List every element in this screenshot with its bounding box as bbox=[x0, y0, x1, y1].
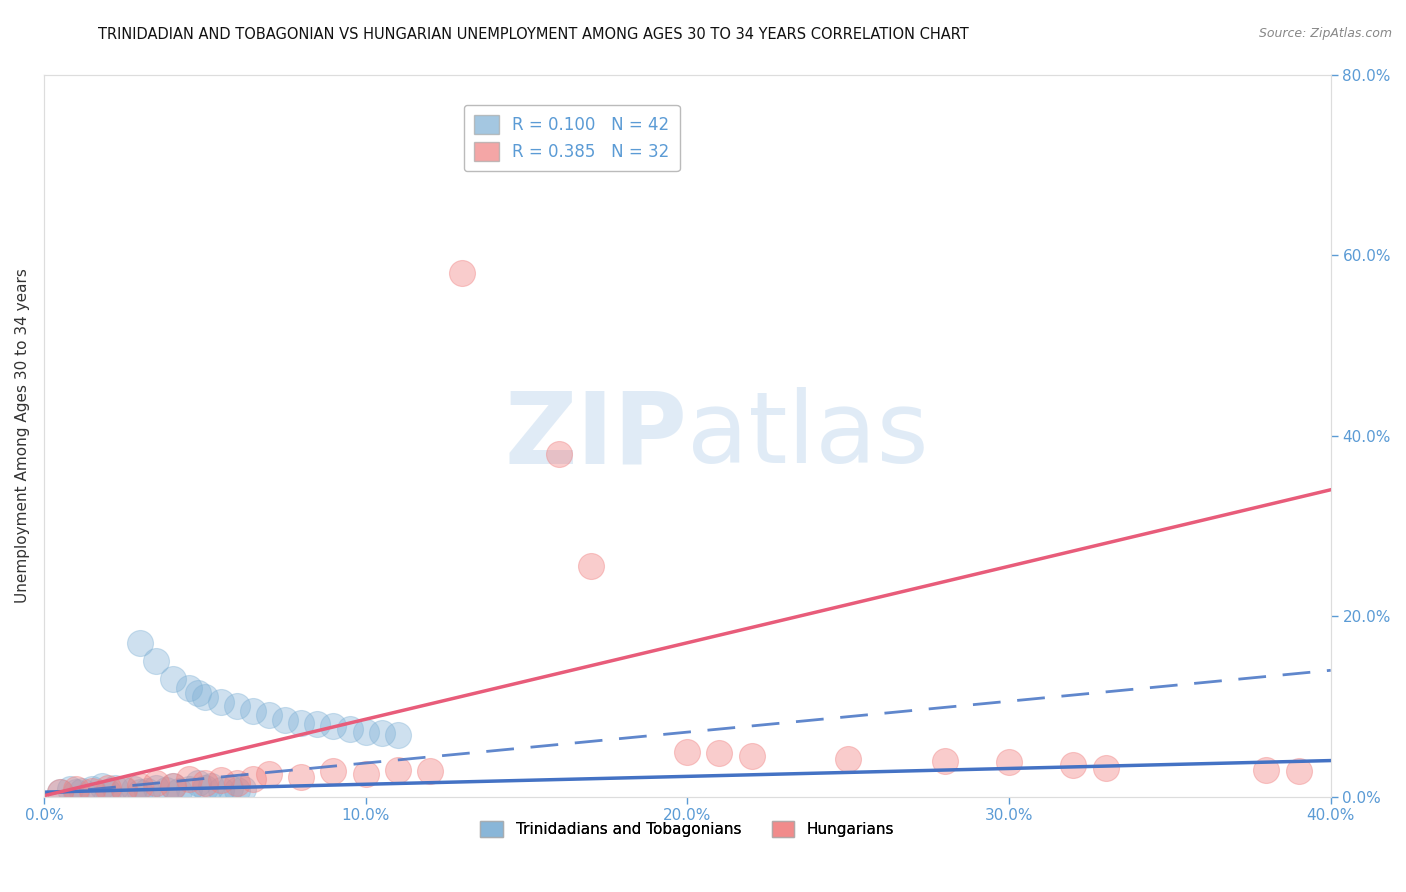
Point bbox=[90, 779, 112, 793]
Point bbox=[339, 722, 361, 736]
Point bbox=[354, 767, 377, 781]
Point bbox=[135, 784, 157, 798]
Point bbox=[49, 785, 72, 799]
Point bbox=[145, 654, 167, 668]
Point bbox=[194, 776, 217, 790]
Point bbox=[257, 708, 280, 723]
Point bbox=[82, 782, 104, 797]
Point bbox=[547, 447, 569, 461]
Point bbox=[162, 673, 184, 687]
Point bbox=[162, 779, 184, 793]
Point bbox=[209, 695, 232, 709]
Point bbox=[104, 780, 127, 795]
Point bbox=[387, 763, 409, 777]
Legend: Trinidadians and Tobagonians, Hungarians: Trinidadians and Tobagonians, Hungarians bbox=[474, 815, 900, 843]
Point bbox=[59, 782, 82, 797]
Point bbox=[145, 776, 167, 790]
Point bbox=[209, 783, 232, 797]
Point bbox=[97, 785, 120, 799]
Point bbox=[322, 764, 344, 779]
Point bbox=[741, 749, 763, 764]
Point bbox=[129, 636, 152, 650]
Point bbox=[167, 784, 190, 798]
Point bbox=[354, 724, 377, 739]
Point bbox=[451, 266, 474, 280]
Point bbox=[112, 782, 135, 797]
Point bbox=[209, 773, 232, 788]
Point bbox=[82, 784, 104, 798]
Point bbox=[934, 754, 956, 768]
Point bbox=[1062, 758, 1084, 772]
Point bbox=[225, 776, 247, 790]
Point bbox=[225, 699, 247, 714]
Point bbox=[387, 728, 409, 742]
Point bbox=[177, 782, 200, 797]
Point bbox=[65, 782, 87, 797]
Point bbox=[129, 785, 152, 799]
Point bbox=[177, 681, 200, 696]
Point bbox=[1288, 764, 1310, 779]
Point bbox=[1256, 763, 1278, 777]
Point bbox=[187, 686, 209, 700]
Point bbox=[274, 713, 297, 727]
Point bbox=[155, 783, 177, 797]
Point bbox=[419, 764, 441, 779]
Point bbox=[219, 780, 242, 795]
Point bbox=[579, 559, 602, 574]
Point bbox=[49, 785, 72, 799]
Point bbox=[112, 783, 135, 797]
Y-axis label: Unemployment Among Ages 30 to 34 years: Unemployment Among Ages 30 to 34 years bbox=[15, 268, 30, 603]
Point bbox=[129, 779, 152, 793]
Point bbox=[122, 782, 145, 797]
Point bbox=[65, 785, 87, 799]
Point bbox=[1094, 761, 1116, 775]
Point bbox=[187, 776, 209, 790]
Point bbox=[194, 690, 217, 705]
Point bbox=[998, 756, 1021, 770]
Point bbox=[145, 780, 167, 795]
Point bbox=[97, 780, 120, 795]
Point bbox=[177, 772, 200, 786]
Point bbox=[200, 779, 222, 793]
Text: TRINIDADIAN AND TOBAGONIAN VS HUNGARIAN UNEMPLOYMENT AMONG AGES 30 TO 34 YEARS C: TRINIDADIAN AND TOBAGONIAN VS HUNGARIAN … bbox=[98, 27, 969, 42]
Point bbox=[322, 719, 344, 733]
Text: Source: ZipAtlas.com: Source: ZipAtlas.com bbox=[1258, 27, 1392, 40]
Point bbox=[242, 772, 264, 786]
Point bbox=[72, 784, 94, 798]
Point bbox=[225, 783, 247, 797]
Point bbox=[370, 726, 392, 740]
Point bbox=[290, 715, 312, 730]
Point bbox=[232, 782, 254, 797]
Text: ZIP: ZIP bbox=[505, 387, 688, 484]
Point bbox=[709, 747, 731, 761]
Point bbox=[837, 752, 859, 766]
Point bbox=[307, 717, 329, 731]
Point bbox=[194, 780, 217, 795]
Point bbox=[257, 767, 280, 781]
Point bbox=[290, 770, 312, 784]
Text: atlas: atlas bbox=[688, 387, 929, 484]
Point bbox=[242, 704, 264, 718]
Point bbox=[676, 745, 699, 759]
Point bbox=[162, 779, 184, 793]
